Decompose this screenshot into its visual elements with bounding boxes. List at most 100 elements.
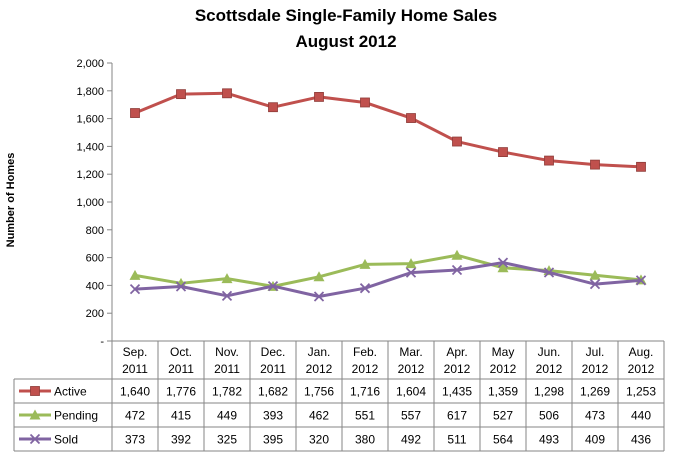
table-value-active: 1,716	[350, 385, 380, 399]
series-line-pending	[134, 253, 642, 288]
x-tick-label-year: 2012	[352, 362, 379, 376]
table-value-sold: 492	[401, 433, 421, 447]
table-value-pending: 617	[447, 409, 467, 423]
x-tick-label-year: 2012	[628, 362, 655, 376]
data-point-sold	[221, 290, 233, 301]
series-line-active	[134, 91, 642, 169]
data-point-sold	[635, 275, 647, 286]
data-point-pending	[405, 258, 417, 269]
data-point-pending	[359, 258, 371, 269]
y-tick-label: 1,400	[76, 141, 104, 153]
table-value-pending: 440	[631, 409, 651, 423]
data-point-active	[176, 89, 186, 100]
data-point-active	[268, 102, 278, 113]
x-tick-label-month: Mar.	[399, 345, 422, 359]
legend-label-active: Active	[54, 385, 87, 399]
data-point-pending	[589, 269, 601, 280]
x-tick-label-month: Aug.	[629, 345, 654, 359]
x-tick-label-month: Oct.	[170, 345, 192, 359]
data-point-sold	[267, 280, 279, 292]
data-point-active	[636, 161, 646, 172]
table-value-sold: 409	[585, 433, 605, 447]
data-point-active	[498, 147, 508, 157]
data-point-pending	[313, 271, 325, 282]
table-value-pending: 506	[539, 409, 559, 423]
table-value-sold: 373	[125, 433, 145, 447]
x-tick-label-month: Feb.	[353, 345, 377, 359]
x-tick-label-month: Jun.	[538, 345, 561, 359]
table-value-active: 1,435	[442, 385, 472, 399]
table-value-sold: 564	[493, 433, 513, 447]
legend-key-marker-active	[30, 386, 40, 396]
x-tick-label-month: Nov.	[215, 345, 239, 359]
table-value-sold: 380	[355, 433, 375, 447]
table-value-pending: 472	[125, 409, 145, 423]
table-value-sold: 493	[539, 433, 559, 447]
legend-key-marker-pending	[29, 409, 41, 420]
table-value-active: 1,253	[626, 385, 656, 399]
y-tick-label: 200	[86, 308, 104, 320]
legend-key-marker-sold	[29, 433, 41, 445]
x-tick-label-year: 2012	[398, 362, 425, 376]
table-value-active: 1,776	[166, 385, 196, 399]
table-value-active: 1,782	[212, 385, 242, 399]
x-tick-label-year: 2011	[214, 362, 240, 376]
y-tick-label: 1,000	[76, 197, 104, 209]
data-point-pending	[451, 249, 463, 260]
table-value-sold: 395	[263, 433, 283, 447]
table-value-sold: 511	[447, 433, 466, 447]
x-tick-label-year: 2012	[490, 362, 517, 376]
data-point-sold	[175, 281, 187, 292]
table-value-sold: 320	[309, 433, 329, 447]
y-tick-label: 400	[86, 280, 104, 292]
table-value-pending: 473	[585, 409, 605, 423]
data-point-active	[452, 136, 462, 147]
data-point-pending	[497, 262, 509, 273]
data-point-sold	[313, 291, 325, 302]
data-point-sold	[405, 267, 417, 278]
x-tick-label-year: 2012	[536, 362, 563, 376]
table-value-pending: 393	[263, 409, 283, 423]
y-tick-label: 600	[86, 253, 104, 265]
table-value-pending: 551	[355, 409, 375, 423]
table-value-pending: 462	[309, 409, 329, 423]
x-tick-label-month: Apr.	[446, 345, 467, 359]
table-value-active: 1,604	[396, 385, 426, 399]
table-value-active: 1,682	[258, 385, 288, 399]
chart-subtitle: August 2012	[295, 32, 397, 51]
x-tick-label-year: 2011	[168, 362, 194, 376]
chart-title: Scottsdale Single-Family Home Sales	[194, 6, 498, 25]
y-tick-label: 800	[86, 225, 104, 237]
y-tick-label: 2,000	[76, 58, 104, 70]
data-point-active	[590, 159, 600, 170]
data-point-sold	[129, 284, 141, 295]
y-tick-label: 1,600	[76, 114, 104, 126]
data-point-pending	[129, 269, 141, 280]
y-tick-label: -	[100, 336, 104, 348]
data-point-sold	[497, 257, 509, 268]
x-tick-label-year: 2011	[122, 362, 148, 376]
y-tick-label: 1,200	[76, 169, 104, 181]
data-point-active	[314, 92, 324, 102]
data-point-sold	[451, 264, 463, 276]
data-point-pending	[221, 273, 233, 284]
table-value-active: 1,298	[534, 385, 564, 399]
table-value-pending: 449	[217, 409, 237, 423]
legend-label-pending: Pending	[54, 409, 98, 423]
x-tick-label-month: May	[492, 345, 515, 359]
data-point-active	[360, 97, 370, 108]
x-tick-label-month: Jul.	[586, 345, 605, 359]
x-tick-label-year: 2012	[582, 362, 609, 376]
table-value-sold: 392	[171, 433, 191, 447]
table-value-pending: 415	[171, 409, 191, 423]
x-tick-label-year: 2012	[444, 362, 471, 376]
x-tick-label-year: 2011	[260, 362, 286, 376]
legend-label-sold: Sold	[54, 433, 78, 447]
data-point-sold	[589, 279, 601, 290]
data-point-active	[130, 108, 140, 118]
series-line-sold	[134, 261, 642, 299]
table-value-active: 1,269	[580, 385, 610, 399]
data-point-active	[222, 88, 232, 99]
data-point-sold	[543, 267, 555, 278]
